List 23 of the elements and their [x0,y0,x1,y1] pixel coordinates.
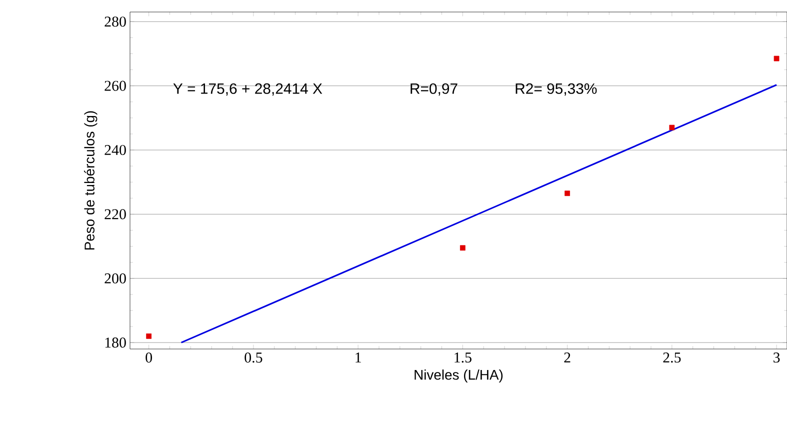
x-tick-label: 2.5 [663,352,681,363]
x-tick-label: 0.5 [244,352,262,363]
x-tick-label: 0 [146,352,152,363]
annotation: Y = 175,6 + 28,2414 X [173,83,322,96]
annotation: R=0,97 [410,83,458,96]
y-tick-label: 260 [104,80,126,91]
y-axis-title: Peso de tubérculos (g) [84,111,98,250]
point [564,190,570,196]
x-tick-label: 3 [774,352,780,363]
y-tick-label: 220 [104,209,126,220]
y-tick-label: 200 [104,273,126,284]
y-tick-label: 240 [104,144,126,156]
annotation: R2= 95,33% [516,83,597,96]
x-tick-label: 2 [564,352,570,362]
x-tick-label: 1.5 [454,352,472,363]
x-axis-title: Niveles (L/HA) [414,370,503,383]
point [146,333,152,339]
point [460,245,466,251]
y-tick-label: 280 [104,16,126,27]
x-tick-label: 1 [356,352,361,362]
point [774,56,780,62]
point [669,124,675,130]
y-tick-label: 180 [105,338,126,348]
